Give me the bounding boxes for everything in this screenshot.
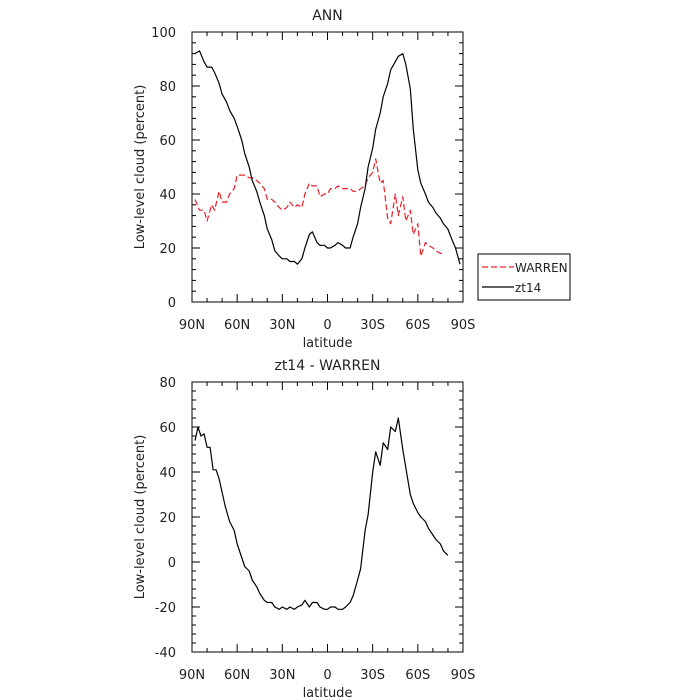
legend: WARREN zt14 bbox=[477, 253, 571, 301]
chart-title: ANN bbox=[312, 8, 343, 24]
y-tick-label: -40 bbox=[155, 646, 176, 661]
series-line-zt14-warren bbox=[194, 417, 449, 610]
x-tick-label: 30S bbox=[360, 318, 385, 333]
x-tick-label: 90S bbox=[451, 318, 476, 333]
y-tick-label: 100 bbox=[151, 26, 176, 41]
x-tick-label: 30N bbox=[269, 668, 295, 683]
y-axis-label: Low-level cloud (percent) bbox=[133, 435, 148, 600]
y-tick-label: 60 bbox=[159, 134, 176, 149]
panel-1: ANN 90N 60N 30N 0 30S 60S 90S 0 20 40 60 80 100 latitu… bbox=[133, 8, 571, 351]
x-axis-label: latitude bbox=[303, 686, 353, 700]
x-tick-label: 90N bbox=[179, 668, 205, 683]
x-tick-label: 60S bbox=[405, 318, 430, 333]
y-tick-label: 40 bbox=[159, 466, 176, 481]
panel-2: zt14 - WARREN 90N 60N 30N 0 30S 60S 90S -40 -20 0 2… bbox=[133, 358, 475, 700]
chart-title: zt14 - WARREN bbox=[274, 358, 380, 374]
y-tick-label: 80 bbox=[159, 376, 176, 391]
x-tick-label: 0 bbox=[323, 668, 331, 683]
x-tick-label: 30N bbox=[269, 318, 295, 333]
x-tick-label: 0 bbox=[323, 318, 331, 333]
x-tick-label: 30S bbox=[360, 668, 385, 683]
y-axis-label: Low-level cloud (percent) bbox=[133, 85, 148, 250]
y-tick-label: 20 bbox=[159, 511, 176, 526]
y-tick-label: 80 bbox=[159, 80, 176, 95]
y-tick-label: -20 bbox=[155, 601, 176, 616]
x-tick-label: 60S bbox=[405, 668, 430, 683]
legend-box bbox=[477, 253, 571, 301]
y-tick-label: 0 bbox=[168, 556, 176, 571]
y-tick-label: 0 bbox=[168, 296, 176, 311]
legend-label: zt14 bbox=[515, 281, 541, 295]
x-tick-label: 60N bbox=[224, 668, 250, 683]
x-tick-label: 90S bbox=[451, 668, 476, 683]
x-tick-label: 90N bbox=[179, 318, 205, 333]
legend-label: WARREN bbox=[515, 261, 568, 275]
y-tick-label: 20 bbox=[159, 242, 176, 257]
series-line-zt14 bbox=[194, 50, 461, 265]
x-axis-label: latitude bbox=[303, 336, 353, 351]
series-line-warren bbox=[194, 158, 444, 257]
x-tick-label: 60N bbox=[224, 318, 250, 333]
plot-frame bbox=[191, 31, 464, 303]
y-tick-label: 40 bbox=[159, 188, 176, 203]
plot-frame bbox=[191, 381, 464, 653]
y-tick-label: 60 bbox=[159, 421, 176, 436]
